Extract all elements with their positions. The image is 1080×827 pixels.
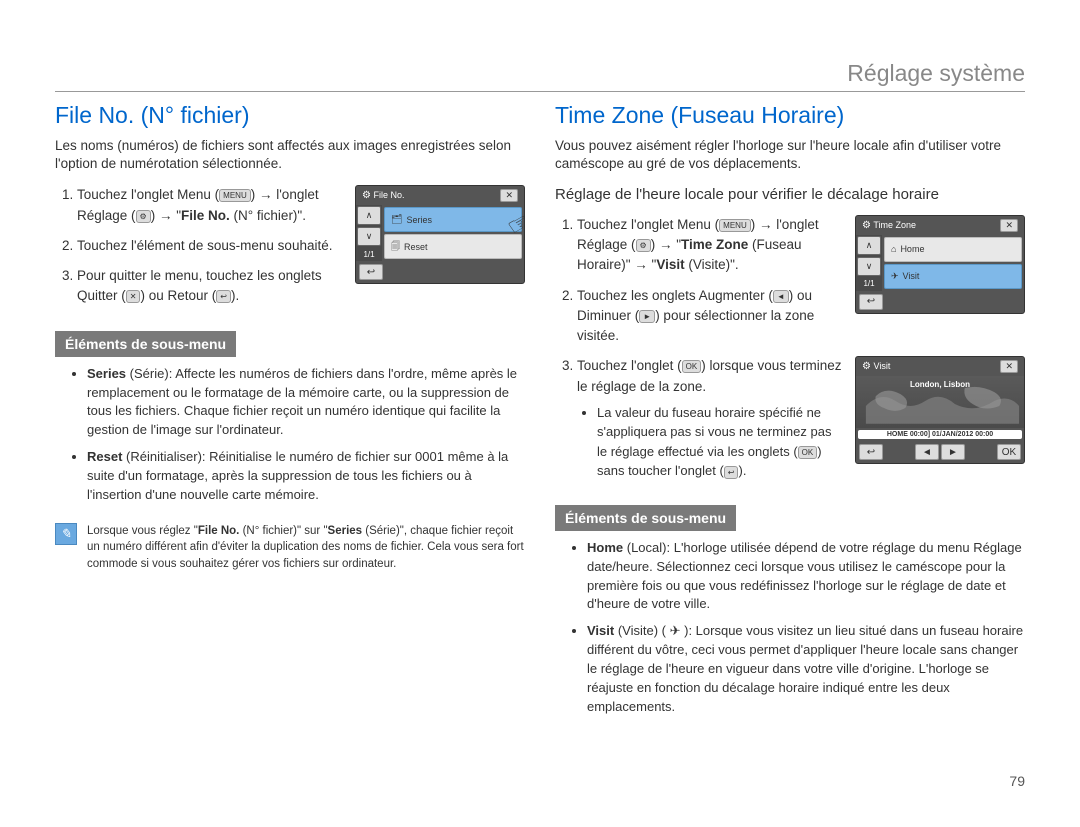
close-icon[interactable]: ✕ bbox=[1000, 360, 1018, 373]
timezone-section: Time Zone (Fuseau Horaire) Vous pouvez a… bbox=[555, 102, 1025, 725]
visit-bullet: Visit (Visite) ( ✈ ): Lorsque vous visit… bbox=[587, 622, 1025, 716]
world-map: London, Lisbon bbox=[856, 376, 1024, 428]
menu-icon: MENU bbox=[219, 189, 251, 202]
ok-icon: OK bbox=[798, 446, 818, 459]
note-text: Lorsque vous réglez "File No. (N° fichie… bbox=[87, 523, 525, 573]
gear-icon: ⚙ bbox=[136, 210, 151, 223]
file-no-screenshot: ⚙ File No. ✕ ∧ ∨ 1/1 🗂 Series bbox=[355, 185, 525, 284]
menu-icon: MENU bbox=[719, 219, 751, 232]
file-no-intro: Les noms (numéros) de fichiers sont affe… bbox=[55, 137, 525, 173]
city-label: London, Lisbon bbox=[910, 380, 970, 389]
left-icon: ◄ bbox=[773, 290, 789, 303]
gear-icon: ⚙ File No. bbox=[362, 190, 405, 201]
up-button[interactable]: ∧ bbox=[357, 206, 381, 225]
left-button[interactable]: ◄ bbox=[915, 444, 939, 460]
timezone-screenshot: ⚙ Time Zone ✕ ∧ ∨ 1/1 ⌂ Home bbox=[855, 215, 1025, 314]
note-icon: ✎ bbox=[55, 523, 77, 545]
file-no-heading: File No. (N° fichier) bbox=[55, 102, 525, 129]
page-number: 79 bbox=[1009, 773, 1025, 789]
right-button[interactable]: ► bbox=[941, 444, 965, 460]
home-bullet: Home (Local): L'horloge utilisée dépend … bbox=[587, 539, 1025, 614]
gear-icon: ⚙ Visit bbox=[862, 361, 890, 372]
gear-icon: ⚙ bbox=[636, 239, 651, 252]
return-button[interactable]: ↩ bbox=[359, 264, 383, 280]
visit-icon: ✈ bbox=[891, 271, 899, 282]
ok-icon: OK bbox=[682, 360, 702, 373]
series-icon: 🗂 bbox=[391, 214, 402, 225]
page-indicator: 1/1 bbox=[356, 247, 382, 261]
close-icon: ✕ bbox=[126, 290, 141, 303]
gear-icon: ⚙ Time Zone bbox=[862, 220, 916, 231]
timezone-intro: Vous pouvez aisément régler l'horloge su… bbox=[555, 137, 1025, 173]
return-button[interactable]: ↩ bbox=[859, 444, 883, 460]
reset-bullet: Reset (Réinitialiser): Réinitialise le n… bbox=[87, 448, 525, 505]
home-icon: ⌂ bbox=[891, 244, 896, 254]
timezone-subheading: Réglage de l'heure locale pour vérifier … bbox=[555, 185, 1025, 205]
file-no-section: File No. (N° fichier) Les noms (numéros)… bbox=[55, 102, 525, 725]
close-icon[interactable]: ✕ bbox=[500, 189, 518, 202]
series-row[interactable]: 🗂 Series bbox=[384, 207, 522, 232]
series-bullet: Series (Série): Affecte les numéros de f… bbox=[87, 365, 525, 440]
down-button[interactable]: ∨ bbox=[857, 257, 881, 276]
home-row[interactable]: ⌂ Home bbox=[884, 237, 1022, 262]
close-icon[interactable]: ✕ bbox=[1000, 219, 1018, 232]
timestamp-label: HOME 00:00] 01/JAN/2012 00:00 bbox=[858, 430, 1022, 439]
down-button[interactable]: ∨ bbox=[357, 227, 381, 246]
visit-row[interactable]: ✈ Visit bbox=[884, 264, 1022, 289]
right-icon: ► bbox=[639, 310, 655, 323]
reset-row[interactable]: 🗐 Reset bbox=[384, 234, 522, 259]
return-icon: ↩ bbox=[724, 466, 739, 479]
up-button[interactable]: ∧ bbox=[857, 236, 881, 255]
return-button[interactable]: ↩ bbox=[859, 294, 883, 310]
timezone-heading: Time Zone (Fuseau Horaire) bbox=[555, 102, 1025, 129]
ok-button[interactable]: OK bbox=[997, 444, 1021, 460]
submenu-heading: Éléments de sous-menu bbox=[55, 331, 236, 357]
visit-screenshot: ⚙ Visit ✕ London, Lisbon HOME 00:00] 01/… bbox=[855, 356, 1025, 464]
page-indicator: 1/1 bbox=[856, 277, 882, 291]
reset-icon: 🗐 bbox=[391, 239, 400, 255]
return-icon: ↩ bbox=[216, 290, 231, 303]
submenu-heading: Éléments de sous-menu bbox=[555, 505, 736, 531]
page-header: Réglage système bbox=[55, 60, 1025, 92]
